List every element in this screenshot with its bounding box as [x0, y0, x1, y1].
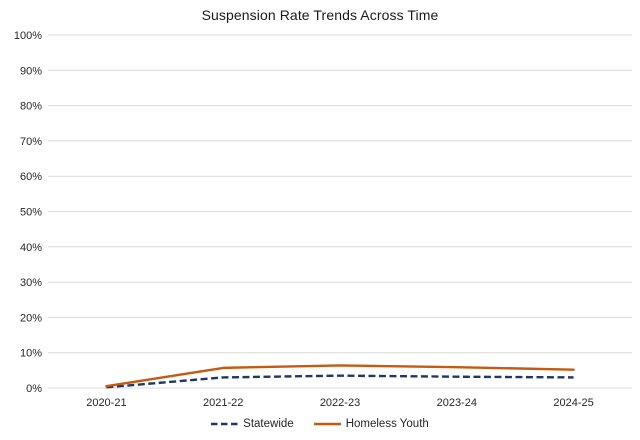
- x-axis-tick-label: 2021-22: [203, 397, 243, 409]
- x-axis-tick-label: 2022-23: [320, 397, 360, 409]
- series-line-homeless-youth: [105, 364, 575, 388]
- y-axis-tick-label: 10%: [20, 348, 42, 360]
- chart-title: Suspension Rate Trends Across Time: [201, 7, 439, 23]
- y-axis-tick-label: 60%: [20, 171, 42, 183]
- legend-swatch-homeless-youth-line-icon: [313, 422, 341, 426]
- x-axis-tick-label: 2024-25: [553, 397, 593, 409]
- y-axis-tick-label: 0%: [26, 383, 42, 395]
- y-axis-tick-label: 100%: [14, 30, 42, 42]
- line-chart-plot: 0% 10% 20% 30% 40% 50% 60% 70% 80% 90% 100% 2020-21…: [14, 30, 632, 409]
- legend-label: Statewide: [243, 418, 294, 430]
- legend-swatch-statewide-line-icon: [211, 422, 239, 426]
- x-axis-tick-label: 2023-24: [437, 397, 477, 409]
- y-axis-tick-label: 80%: [20, 101, 42, 113]
- y-axis-tick-label: 50%: [20, 207, 42, 219]
- chart-legend: Statewide Homeless Youth: [0, 418, 640, 430]
- legend-item-statewide: Statewide: [211, 418, 294, 430]
- y-axis-tick-label: 70%: [20, 136, 42, 148]
- legend-item-homeless-youth: Homeless Youth: [313, 418, 429, 430]
- x-axis-tick-label: 2020-21: [86, 397, 126, 409]
- y-axis-tick-label: 20%: [20, 312, 42, 324]
- y-axis-tick-label: 30%: [20, 277, 42, 289]
- y-axis-tick-label: 40%: [20, 242, 42, 254]
- series-line-statewide: [106, 374, 574, 389]
- legend-label: Homeless Youth: [345, 418, 429, 430]
- y-axis-tick-label: 90%: [20, 65, 42, 77]
